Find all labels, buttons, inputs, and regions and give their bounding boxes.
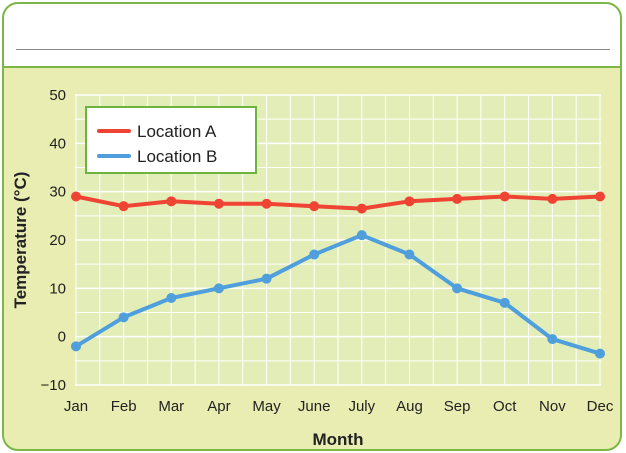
y-tick-label: 0 [58, 329, 66, 346]
x-tick-label-july: July [348, 398, 375, 415]
data-point-location-b-dec [595, 348, 605, 359]
data-point-location-a-dec [595, 191, 605, 202]
data-point-location-a-jan [71, 191, 81, 202]
x-tick-label-aug: Aug [396, 398, 423, 415]
x-tick-label-june: June [298, 398, 331, 415]
series-line-location-a [74, 194, 602, 211]
x-tick-label-feb: Feb [111, 398, 137, 415]
data-point-location-a-apr [213, 198, 224, 209]
y-tick-labels: −10 0 10 20 30 40 50 [41, 87, 66, 394]
legend-label-location-a: Location A [137, 122, 217, 141]
data-point-location-b-feb [118, 312, 129, 323]
grid [75, 94, 601, 386]
y-tick-label: 10 [49, 280, 66, 297]
data-point-location-b-mar [166, 293, 177, 303]
data-point-location-a-aug [404, 196, 415, 207]
data-point-location-a-mar [166, 196, 177, 207]
data-point-location-a-sep [452, 193, 463, 204]
x-tick-label-may: May [252, 398, 281, 415]
data-point-location-b-sep [452, 283, 463, 294]
y-tick-label: −10 [41, 377, 66, 394]
x-tick-label-dec: Dec [587, 398, 614, 415]
data-point-location-b-jan [71, 341, 81, 352]
series-line-location-b [74, 233, 602, 356]
header-band [4, 4, 620, 68]
data-point-location-b-july [356, 230, 367, 241]
x-tick-label-nov: Nov [539, 398, 566, 415]
y-tick-label: 30 [49, 184, 66, 201]
x-tick-label-jan: Jan [64, 398, 88, 415]
y-axis-title: Temperature (°C) [11, 172, 30, 309]
data-point-location-b-aug [404, 249, 415, 260]
series-points [71, 191, 605, 359]
data-point-location-a-oct [499, 191, 510, 202]
x-tick-label-mar: Mar [158, 398, 184, 415]
x-tick-labels: Jan Feb Mar Apr May June July Aug Sep Oct Nov Dec [64, 398, 614, 415]
x-axis-title: Month [313, 430, 364, 449]
data-point-location-b-apr [213, 283, 224, 294]
data-point-location-a-nov [547, 193, 558, 204]
y-tick-label: 20 [49, 232, 66, 249]
legend-label-location-b: Location B [137, 147, 217, 166]
data-point-location-b-oct [499, 297, 510, 308]
data-point-location-a-june [309, 201, 320, 212]
data-point-location-a-feb [118, 201, 129, 212]
data-point-location-b-nov [547, 334, 558, 345]
y-tick-label: 50 [49, 87, 66, 104]
legend-box [85, 106, 257, 174]
x-tick-label-apr: Apr [207, 398, 230, 415]
data-point-location-b-june [309, 249, 320, 260]
x-tick-label-oct: Oct [493, 398, 517, 415]
data-point-location-b-may [261, 273, 272, 284]
header-rule [16, 49, 610, 50]
series-lines [74, 194, 602, 356]
data-point-location-a-may [261, 198, 272, 209]
legend: Location A Location B [85, 106, 257, 174]
y-tick-label: 40 [49, 135, 66, 152]
data-point-location-a-july [356, 203, 367, 214]
x-tick-label-sep: Sep [444, 398, 471, 415]
